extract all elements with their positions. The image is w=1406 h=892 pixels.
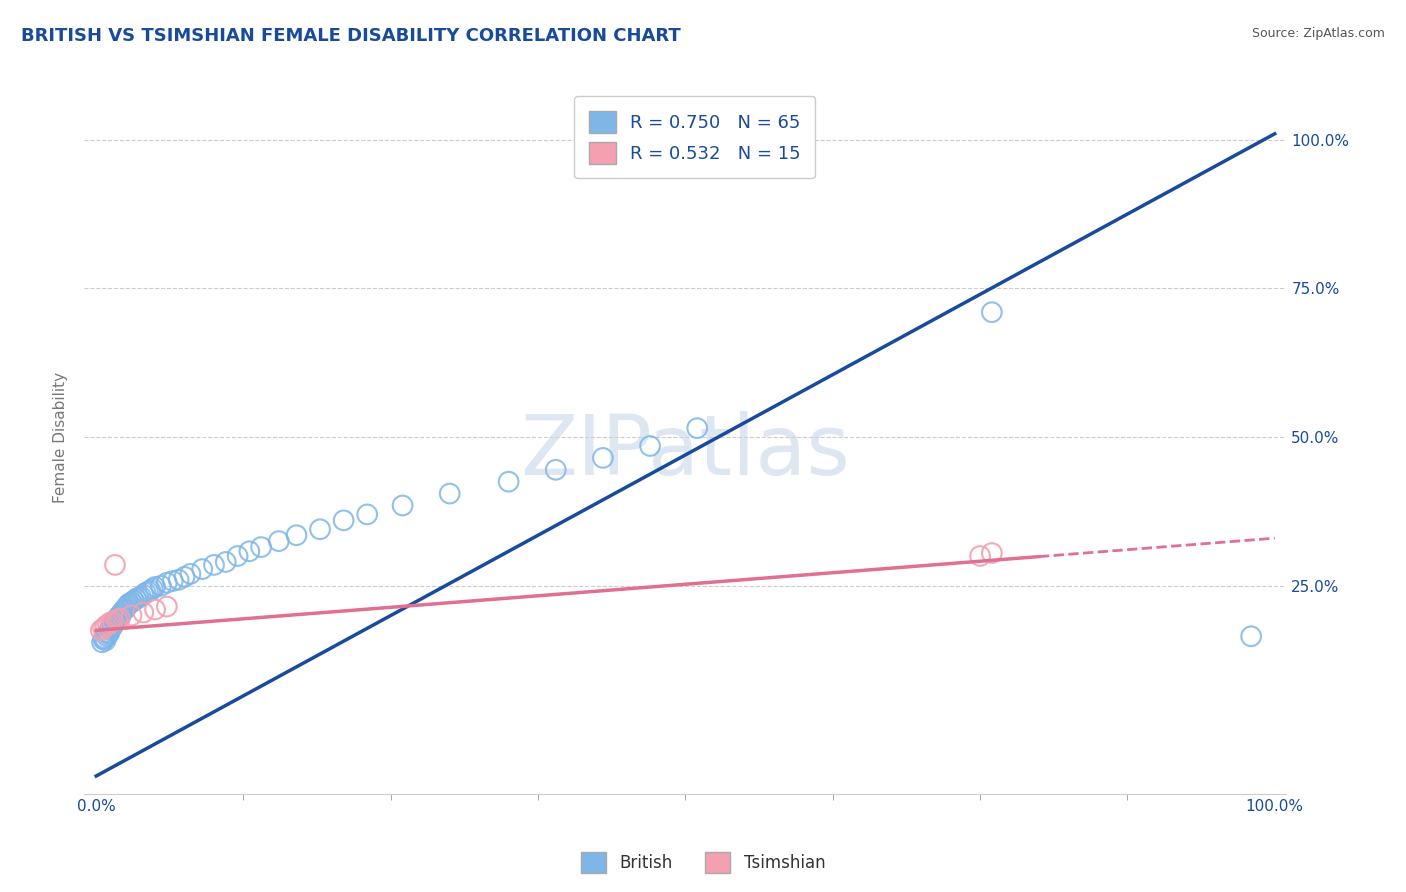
Point: [117, 598, 139, 612]
Point: [108, 611, 131, 625]
Point: [115, 599, 138, 614]
Point: [592, 450, 614, 465]
Point: [122, 593, 145, 607]
Point: [91, 632, 114, 647]
Point: [105, 613, 128, 627]
Point: [156, 575, 179, 590]
Point: [94, 619, 117, 633]
Point: [112, 604, 135, 618]
Point: [104, 615, 127, 629]
Point: [103, 617, 125, 632]
Point: [121, 608, 143, 623]
Point: [91, 635, 114, 649]
Y-axis label: Female Disability: Female Disability: [53, 371, 69, 503]
Point: [132, 606, 155, 620]
Point: [285, 528, 308, 542]
Point: [498, 475, 520, 489]
Point: [129, 590, 152, 604]
Point: [98, 622, 121, 636]
Point: [136, 584, 159, 599]
Point: [128, 591, 150, 605]
Legend: British, Tsimshian: British, Tsimshian: [574, 846, 832, 880]
Point: [638, 439, 661, 453]
Point: [143, 580, 166, 594]
Text: BRITISH VS TSIMSHIAN FEMALE DISABILITY CORRELATION CHART: BRITISH VS TSIMSHIAN FEMALE DISABILITY C…: [21, 27, 681, 45]
Point: [125, 591, 148, 606]
Point: [267, 534, 290, 549]
Point: [173, 570, 195, 584]
Point: [100, 620, 122, 634]
Point: [98, 626, 121, 640]
Point: [101, 619, 124, 633]
Point: [980, 546, 1002, 560]
Point: [118, 597, 141, 611]
Point: [250, 540, 273, 554]
Point: [544, 463, 567, 477]
Point: [93, 631, 115, 645]
Point: [101, 615, 124, 629]
Point: [332, 513, 354, 527]
Point: [111, 606, 134, 620]
Point: [356, 508, 378, 522]
Point: [97, 617, 120, 632]
Point: [90, 624, 112, 638]
Point: [162, 574, 184, 588]
Point: [97, 625, 120, 640]
Point: [98, 615, 121, 630]
Text: Source: ZipAtlas.com: Source: ZipAtlas.com: [1251, 27, 1385, 40]
Point: [167, 573, 190, 587]
Point: [139, 583, 162, 598]
Point: [226, 549, 249, 563]
Point: [97, 627, 120, 641]
Point: [105, 611, 128, 625]
Point: [121, 595, 143, 609]
Point: [94, 633, 117, 648]
Point: [96, 629, 118, 643]
Point: [179, 566, 201, 581]
Point: [110, 607, 132, 622]
Text: ZIPatlas: ZIPatlas: [520, 411, 851, 491]
Point: [215, 555, 238, 569]
Point: [103, 615, 125, 630]
Point: [105, 613, 128, 627]
Point: [238, 544, 260, 558]
Point: [114, 602, 135, 616]
Point: [686, 421, 709, 435]
Point: [980, 305, 1002, 319]
Point: [114, 601, 136, 615]
Point: [969, 549, 991, 563]
Point: [104, 558, 127, 572]
Point: [107, 609, 129, 624]
Point: [132, 588, 155, 602]
Point: [191, 562, 214, 576]
Point: [98, 624, 121, 638]
Legend: R = 0.750   N = 65, R = 0.532   N = 15: R = 0.750 N = 65, R = 0.532 N = 15: [574, 96, 815, 178]
Point: [149, 579, 172, 593]
Point: [1240, 629, 1263, 643]
Point: [135, 586, 157, 600]
Point: [202, 558, 225, 572]
Point: [143, 602, 166, 616]
Point: [391, 499, 413, 513]
Point: [91, 622, 114, 636]
Point: [309, 522, 332, 536]
Point: [439, 486, 461, 500]
Point: [108, 608, 131, 623]
Point: [156, 599, 179, 614]
Point: [108, 611, 131, 625]
Point: [142, 582, 165, 596]
